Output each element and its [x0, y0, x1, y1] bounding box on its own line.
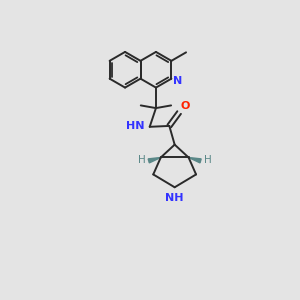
Polygon shape: [189, 158, 201, 163]
Text: O: O: [180, 101, 190, 111]
Text: H: H: [138, 155, 146, 165]
Text: N: N: [173, 76, 183, 86]
Text: H: H: [204, 155, 211, 165]
Text: HN: HN: [126, 121, 144, 130]
Text: NH: NH: [165, 193, 184, 203]
Polygon shape: [148, 158, 161, 163]
